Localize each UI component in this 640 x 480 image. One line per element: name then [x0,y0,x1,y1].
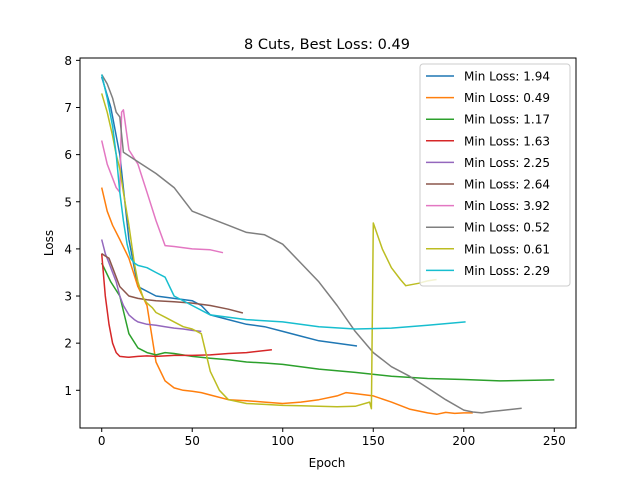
y-tick-label: 4 [64,242,72,256]
y-tick-label: 7 [64,101,72,115]
x-tick-label: 250 [543,434,566,448]
x-tick-label: 0 [98,434,106,448]
y-axis-ticks: 1 2 3 4 5 6 7 8 [64,54,80,398]
axes-frame [79,57,577,429]
legend-entry-3: Min Loss: 1.17 [464,113,550,127]
legend-box [419,63,571,287]
x-axis-ticks: 0 50 100 150 200 250 [98,428,566,448]
series-line-1 [100,76,358,347]
legend-entry-6: Min Loss: 2.64 [464,178,550,192]
series-line-5 [100,239,202,333]
legend-entry-2: Min Loss: 0.49 [464,91,550,105]
legend-entry-9: Min Loss: 0.61 [464,242,550,256]
legend-entry-5: Min Loss: 2.25 [464,156,550,170]
legend-entry-1: Min Loss: 1.94 [464,70,550,84]
chart-title: 8 Cuts, Best Loss: 0.49 [244,37,410,53]
plot-lines [100,74,555,416]
x-tick-label: 150 [362,434,385,448]
x-axis-label: Epoch [309,456,346,470]
x-tick-label: 100 [271,434,294,448]
legend-entry-8: Min Loss: 0.52 [464,221,550,235]
series-line-7 [100,109,224,254]
series-line-8 [101,74,522,414]
series-line-4 [100,253,272,359]
y-tick-label: 3 [64,290,72,304]
y-tick-label: 2 [64,337,72,351]
legend-entry-10: Min Loss: 2.29 [464,264,550,278]
series-line-2 [100,187,473,416]
y-tick-label: 1 [64,384,72,398]
y-tick-label: 8 [64,54,72,68]
y-axis-label: Loss [42,230,56,256]
series-line-9 [100,93,437,410]
y-tick-label: 5 [64,195,72,209]
y-tick-label: 6 [64,148,72,162]
series-line-3 [101,262,555,382]
legend: Min Loss: 1.94 Min Loss: 0.49 Min Loss: 1.… [419,63,571,287]
legend-entry-7: Min Loss: 3.92 [464,199,550,213]
series-line-10 [100,74,466,330]
x-tick-label: 50 [185,434,200,448]
x-tick-label: 200 [452,434,475,448]
legend-entry-4: Min Loss: 1.63 [464,134,550,148]
series-line-6 [101,252,244,314]
